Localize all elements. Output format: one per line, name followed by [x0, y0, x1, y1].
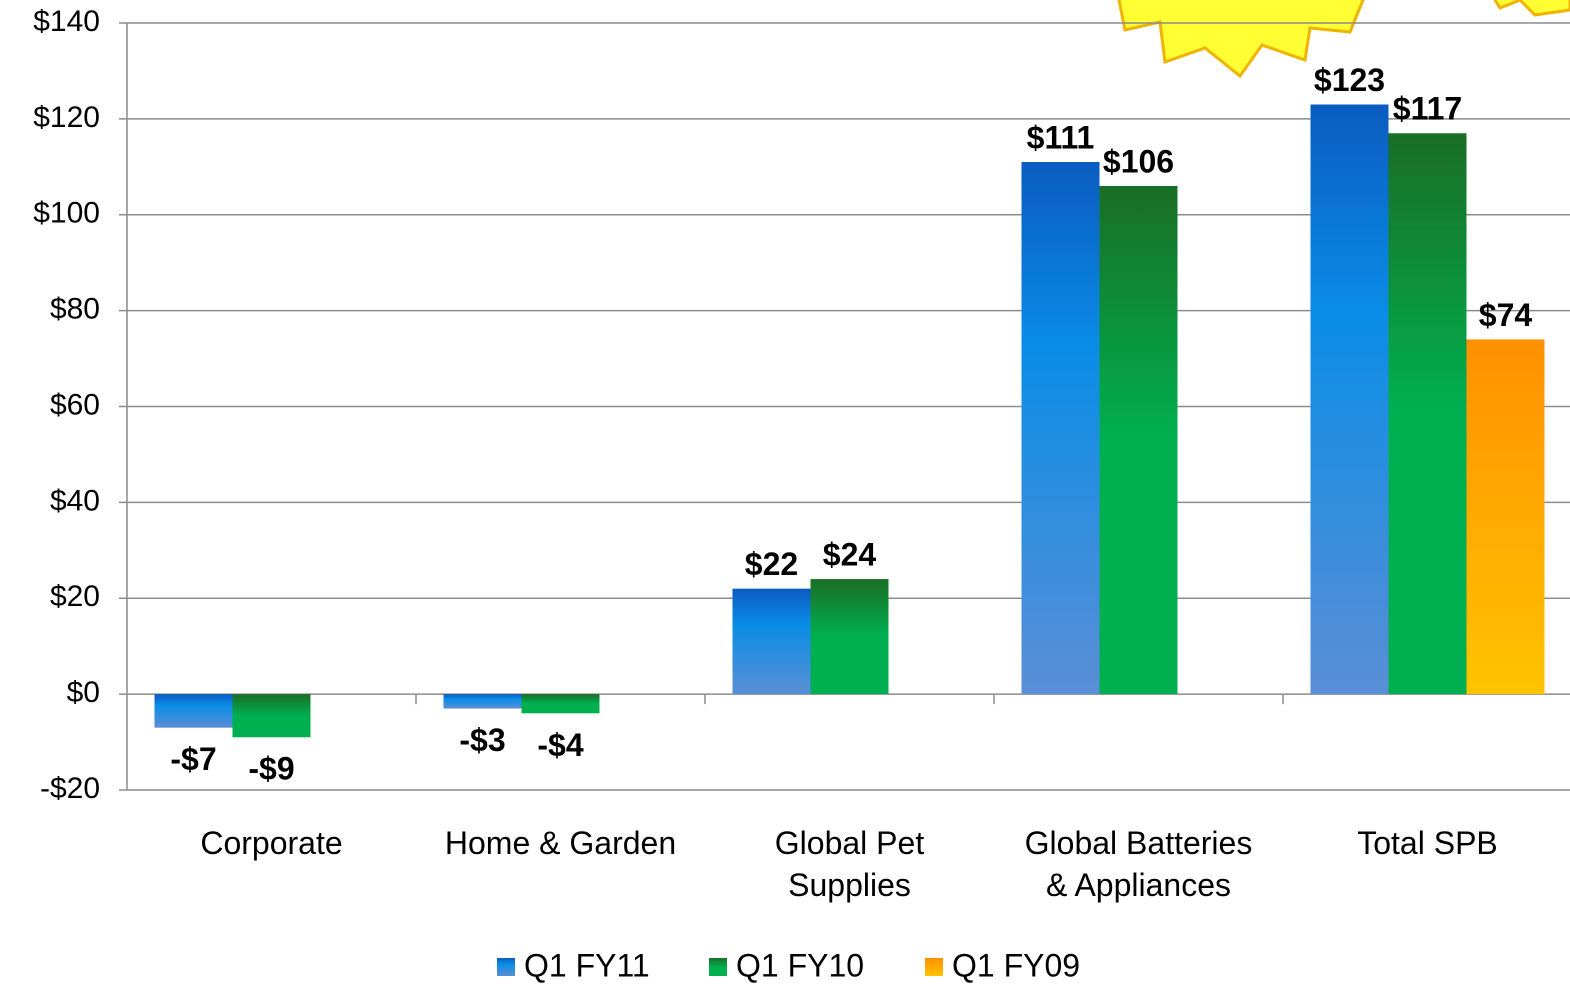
data-label: -$9 — [248, 751, 294, 787]
data-label: $22 — [745, 546, 798, 582]
bar — [1021, 162, 1100, 695]
bar — [1388, 133, 1467, 695]
y-tick-label: $0 — [67, 676, 100, 709]
y-tick-label: $120 — [33, 101, 100, 134]
x-tick-label: Total SPB — [1357, 825, 1498, 861]
x-tick-label: Global Pet Supplies — [775, 825, 925, 903]
y-tick-label: $20 — [50, 580, 100, 613]
y-tick-label: $100 — [33, 197, 100, 230]
bar — [154, 694, 233, 728]
y-tick-label: $60 — [50, 388, 100, 421]
data-label: -$4 — [537, 727, 583, 763]
bar — [810, 579, 889, 695]
data-label: $111 — [1027, 119, 1095, 155]
x-tick-label: Global Batteries & Appliances — [1025, 825, 1253, 903]
y-tick-label: -$20 — [40, 772, 100, 805]
x-tick-label: Corporate — [200, 825, 342, 861]
starburst — [1493, 0, 1570, 17]
data-label: $117 — [1393, 91, 1462, 127]
y-tick-label: $80 — [50, 293, 100, 326]
data-label: -$7 — [170, 741, 216, 777]
data-label: $74 — [1479, 297, 1533, 333]
data-label: $106 — [1103, 143, 1174, 179]
bar — [521, 694, 600, 714]
y-tick-label: $40 — [50, 484, 100, 517]
bar — [1310, 104, 1389, 695]
bar — [1099, 185, 1178, 695]
bar — [732, 588, 811, 695]
legend-swatch — [497, 958, 515, 976]
legend-label: Q1 FY09 — [952, 947, 1080, 983]
legend-label: Q1 FY10 — [736, 947, 864, 983]
legend-swatch — [925, 958, 943, 976]
x-tick-label: Home & Garden — [445, 825, 676, 861]
data-label: -$3 — [459, 722, 505, 758]
bar — [443, 694, 522, 709]
bar — [1466, 339, 1545, 695]
y-tick-label: $140 — [33, 5, 100, 38]
data-label: $123 — [1314, 62, 1385, 98]
bar — [232, 694, 311, 738]
data-label: $24 — [823, 537, 877, 573]
legend-swatch — [709, 958, 727, 976]
legend-label: Q1 FY11 — [524, 947, 650, 983]
